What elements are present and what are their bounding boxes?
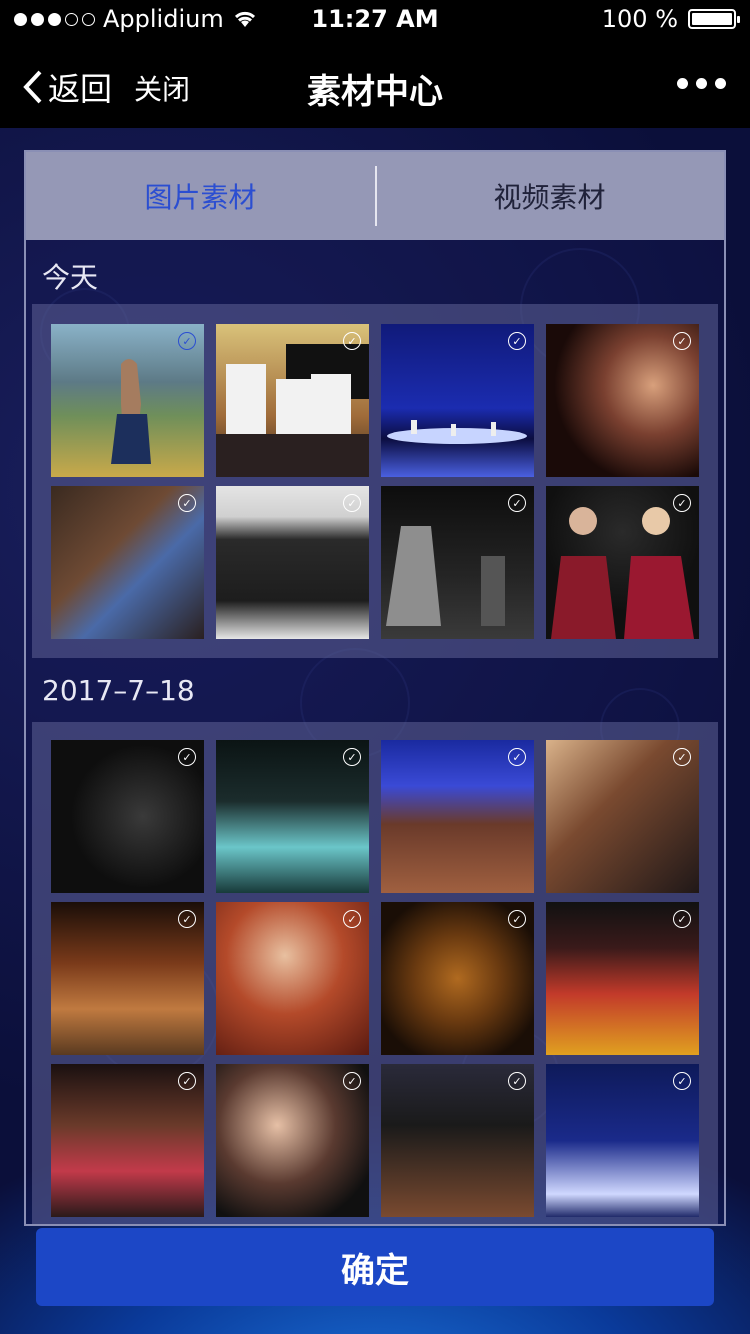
select-check-icon[interactable]: ✓ [673, 748, 691, 766]
photo-thumb[interactable]: ✓ [51, 902, 204, 1055]
photo-thumb[interactable]: ✓ [216, 1064, 369, 1217]
photo-thumb[interactable]: ✓ [546, 902, 699, 1055]
photo-thumb[interactable]: ✓ [51, 740, 204, 893]
photo-thumb[interactable]: ✓ [381, 324, 534, 477]
nav-bar: 返回 关闭 素材中心 [0, 40, 750, 128]
wifi-icon [234, 11, 255, 27]
close-button[interactable]: 关闭 [134, 73, 191, 106]
photo-thumb[interactable]: ✓ [51, 1064, 204, 1217]
tab-videos[interactable]: 视频素材 [493, 181, 606, 214]
page-title: 素材中心 [307, 72, 443, 112]
photo-thumb[interactable]: ✓ [546, 486, 699, 639]
select-check-icon[interactable]: ✓ [178, 332, 196, 350]
dancer-figure [111, 359, 151, 464]
tab-images[interactable]: 图片素材 [144, 181, 257, 214]
select-check-icon[interactable]: ✓ [508, 910, 526, 928]
status-bar: Applidium 11:27 AM 100 % [0, 0, 750, 40]
select-check-icon[interactable]: ✓ [343, 332, 361, 350]
select-check-icon[interactable]: ✓ [508, 748, 526, 766]
section-label-today: 今天 [42, 261, 99, 294]
back-label: 返回 [48, 70, 113, 108]
photo-thumb[interactable]: ✓ [381, 486, 534, 639]
battery-percent: 100 % [601, 5, 678, 33]
select-check-icon[interactable]: ✓ [343, 1072, 361, 1090]
select-check-icon[interactable]: ✓ [508, 332, 526, 350]
select-check-icon[interactable]: ✓ [673, 910, 691, 928]
chevron-left-icon [23, 70, 42, 104]
select-check-icon[interactable]: ✓ [178, 494, 196, 512]
photo-thumb[interactable]: ✓ [546, 324, 699, 477]
select-check-icon[interactable]: ✓ [343, 494, 361, 512]
photo-thumb[interactable]: ✓ [381, 740, 534, 893]
choir-boys-figure [216, 344, 369, 477]
select-check-icon[interactable]: ✓ [508, 494, 526, 512]
material-panel: 图片素材 视频素材 今天 ✓ ✓ ✓ ✓ ✓ ✓ ✓ [24, 150, 726, 1226]
photo-thumb[interactable]: ✓ [51, 486, 204, 639]
carrier-group: Applidium [14, 5, 258, 33]
carrier-name: Applidium [103, 5, 224, 33]
photo-thumb[interactable]: ✓ [216, 324, 369, 477]
stage-figure [387, 420, 527, 444]
select-check-icon[interactable]: ✓ [508, 1072, 526, 1090]
select-check-icon[interactable]: ✓ [178, 748, 196, 766]
section-label-date: 2017–7–18 [42, 674, 195, 707]
select-check-icon[interactable]: ✓ [343, 910, 361, 928]
select-check-icon[interactable]: ✓ [178, 910, 196, 928]
confirm-button[interactable]: 确定 [36, 1228, 714, 1306]
photo-thumb[interactable]: ✓ [381, 902, 534, 1055]
photo-thumb[interactable]: ✓ [381, 1064, 534, 1217]
photo-thumb[interactable]: ✓ [546, 740, 699, 893]
clock: 11:27 AM [311, 5, 439, 33]
back-button[interactable]: 返回 [22, 64, 112, 110]
signal-icon [14, 12, 95, 26]
more-icon[interactable] [677, 78, 726, 89]
select-check-icon[interactable]: ✓ [178, 1072, 196, 1090]
singers-figure [551, 507, 694, 639]
select-check-icon[interactable]: ✓ [343, 748, 361, 766]
tab-divider [375, 166, 377, 226]
battery-group: 100 % [601, 5, 740, 33]
battery-icon [688, 9, 740, 29]
photo-grid-date: ✓ ✓ ✓ ✓ ✓ ✓ ✓ ✓ ✓ ✓ ✓ [32, 722, 718, 1224]
select-check-icon[interactable]: ✓ [673, 494, 691, 512]
photo-thumb[interactable]: ✓ [216, 486, 369, 639]
photo-thumb[interactable]: ✓ [546, 1064, 699, 1217]
opera-figure [386, 526, 505, 626]
photo-thumb[interactable]: ✓ [216, 902, 369, 1055]
select-check-icon[interactable]: ✓ [673, 332, 691, 350]
select-check-icon[interactable]: ✓ [673, 1072, 691, 1090]
photo-thumb[interactable]: ✓ [216, 740, 369, 893]
photo-thumb[interactable]: ✓ [51, 324, 204, 477]
photo-grid-today: ✓ ✓ ✓ ✓ ✓ ✓ ✓ ✓ [32, 304, 718, 658]
